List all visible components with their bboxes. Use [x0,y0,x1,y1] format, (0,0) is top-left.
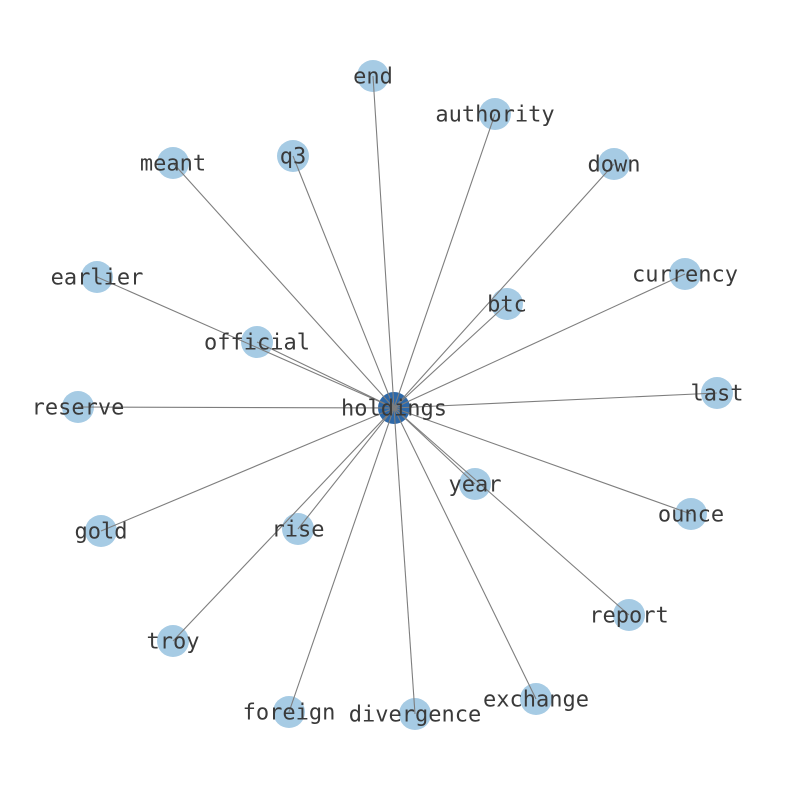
node-label-rise: rise [272,517,325,542]
edge-holdings-foreign [288,407,395,713]
graph-edges-layer [77,75,718,715]
node-label-official: official [204,330,310,355]
node-label-year: year [449,472,502,497]
edge-holdings-q3 [292,155,395,409]
node-label-holdings: holdings [341,396,447,421]
node-label-meant: meant [140,151,206,176]
node-label-exchange: exchange [483,687,589,712]
node-label-foreign: foreign [243,700,336,725]
node-label-authority: authority [435,102,554,127]
edge-holdings-end [372,75,395,409]
edge-holdings-currency [393,273,686,409]
node-label-end: end [353,64,393,89]
node-label-currency: currency [632,262,738,287]
edge-holdings-divergence [393,407,416,715]
node-label-last: last [691,381,744,406]
node-label-troy: troy [147,629,200,654]
edge-holdings-year [393,407,476,485]
edge-holdings-btc [393,303,508,409]
edge-holdings-last [393,392,718,409]
edge-holdings-down [393,163,615,409]
edge-holdings-ounce [393,407,692,515]
edge-holdings-troy [172,407,395,642]
edge-holdings-earlier [96,276,395,409]
edge-holdings-rise [297,407,395,530]
node-label-btc: btc [487,292,527,317]
node-label-report: report [589,603,668,628]
edge-holdings-authority [393,113,496,409]
node-label-divergence: divergence [349,702,481,727]
node-label-down: down [588,152,641,177]
node-label-earlier: earlier [51,265,144,290]
edge-holdings-reserve [77,406,395,409]
node-label-reserve: reserve [32,395,125,420]
edge-holdings-report [393,407,630,616]
edge-holdings-gold [100,407,395,532]
node-label-gold: gold [75,519,128,544]
edge-holdings-exchange [393,407,537,700]
graph-labels-layer: holdings end authority q3 meant down currency e… [32,64,744,727]
node-label-q3: q3 [280,144,307,169]
node-label-ounce: ounce [658,502,724,527]
edge-holdings-meant [172,162,395,409]
edge-holdings-official [256,341,395,409]
